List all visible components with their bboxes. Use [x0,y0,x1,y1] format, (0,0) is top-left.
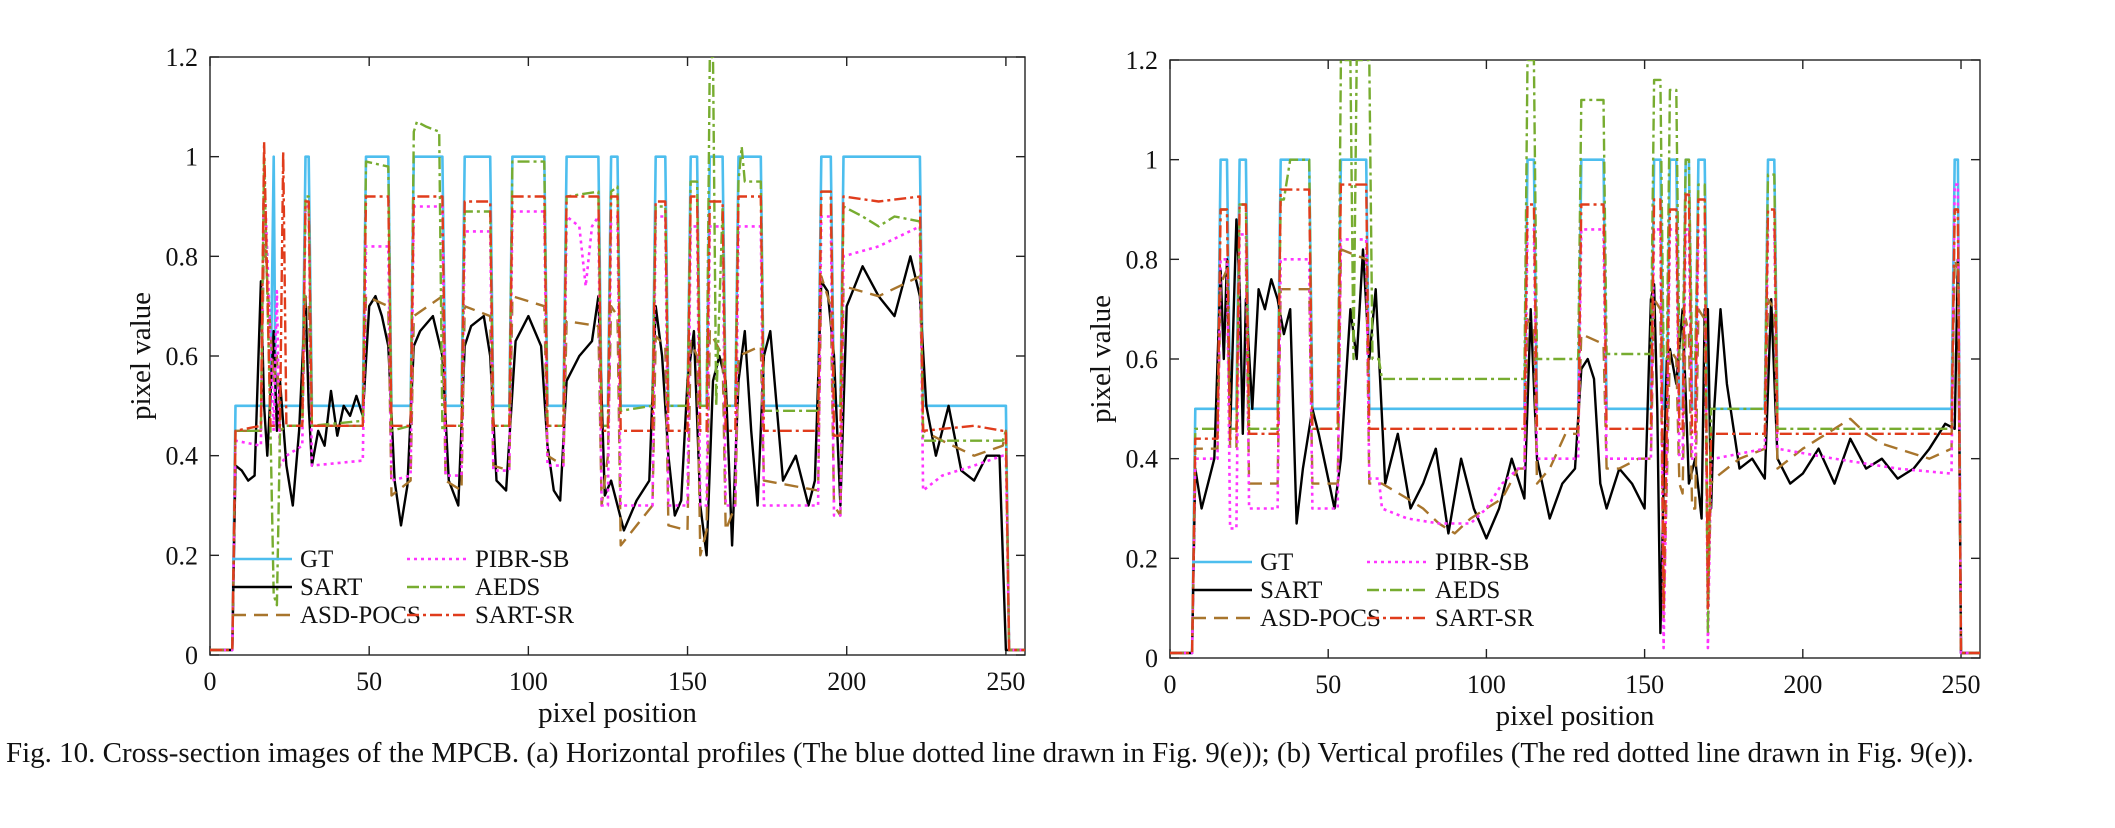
panel-a-horizontal-profiles: 0 50 100 150 200 250 0 0.2 0.4 0.6 0.8 1 1.2 pixel po… [125,43,1026,729]
series-line-sart-sr [1170,183,1980,655]
legend-label: ASD-POCS [300,602,421,629]
x-tick-label: 100 [509,667,548,696]
y-tick-label: 0.2 [1126,544,1159,573]
x-tick-label: 250 [986,667,1025,696]
y-tick-label: 0.4 [1126,445,1159,474]
y-tick-label: 0.8 [166,242,199,271]
y-tick-label: 0.4 [166,442,199,471]
series-group [1170,60,1980,655]
y-tick-label: 0.6 [166,342,199,371]
y-tick-label: 1 [1145,146,1158,175]
legend-label: PIBR-SB [475,546,569,573]
y-tick-label: 1.2 [1126,46,1159,75]
x-tick-label: 50 [1315,670,1341,699]
legend-label: AEDS [1435,577,1500,604]
series-line-aeds [1170,60,1980,655]
legend-label: GT [1260,549,1293,576]
x-tick-label: 200 [827,667,866,696]
legend-label: SART [300,574,362,601]
x-tick-label: 50 [356,667,382,696]
panel-b-vertical-profiles: 0 50 100 150 200 250 0 0.2 0.4 0.6 0.8 1 1.2 pixel po… [1085,46,1981,732]
legend-label: ASD-POCS [1260,605,1381,632]
x-tick-label: 150 [1625,670,1664,699]
x-tick-label: 150 [668,667,707,696]
x-axis-label: pixel position [1496,700,1655,732]
y-tick-label: 1.2 [166,43,199,72]
legend-label: SART-SR [1435,605,1534,632]
legend-label: SART [1260,577,1322,604]
legend-label: PIBR-SB [1435,549,1529,576]
series-line-pibr-sb [210,165,1025,652]
x-tick-label: 0 [1164,670,1177,699]
x-tick-label: 200 [1783,670,1822,699]
legend-label: SART-SR [475,602,574,629]
y-tick-label: 0.2 [166,541,199,570]
y-tick-label: 0.6 [1126,345,1159,374]
series-line-asd-pocs [1170,248,1980,655]
x-tick-label: 100 [1467,670,1506,699]
y-axis-label: pixel value [1085,295,1117,423]
x-axis-label: pixel position [538,697,697,729]
figure-caption: Fig. 10. Cross-section images of the MPC… [6,737,1974,769]
series-group [210,57,1025,652]
legend-label: GT [300,546,333,573]
series-line-sart-sr [210,140,1025,652]
y-tick-label: 0 [185,641,198,670]
x-tick-label: 250 [1942,670,1981,699]
y-tick-label: 0 [1145,644,1158,673]
x-tick-label: 0 [204,667,217,696]
y-tick-label: 0.8 [1126,245,1159,274]
y-tick-label: 1 [185,143,198,172]
legend-label: AEDS [475,574,540,601]
y-axis-label: pixel value [125,292,157,420]
